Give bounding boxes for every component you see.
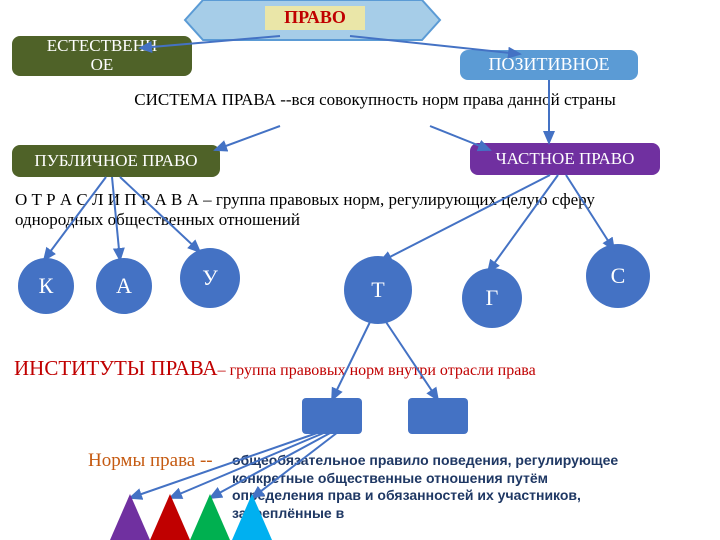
positive-law-label: ПОЗИТИВНОЕ bbox=[488, 55, 609, 75]
institutes-prefix: ИНСТИТУТЫ ПРАВА bbox=[14, 356, 218, 380]
system-text: СИСТЕМА ПРАВА --вся совокупность норм пр… bbox=[110, 90, 640, 110]
private-law-label: ЧАСТНОЕ ПРАВО bbox=[496, 150, 635, 169]
norm-triangle-2 bbox=[190, 494, 230, 540]
norm-triangle-0 bbox=[110, 494, 150, 540]
public-law-box: ПУБЛИЧНОЕ ПРАВО bbox=[12, 145, 220, 177]
title-text: ПРАВО bbox=[284, 8, 346, 28]
arrow bbox=[215, 126, 280, 150]
institutes-suffix: – группа правовых норм внутри отрасли пр… bbox=[218, 362, 536, 379]
natural-law-label: ЕСТЕСТВЕНН ОЕ bbox=[47, 37, 158, 74]
norm-triangle-1 bbox=[150, 494, 190, 540]
institute-rect-1 bbox=[408, 398, 468, 434]
branch-circle-Т: Т bbox=[344, 256, 412, 324]
branch-circle-С: С bbox=[586, 244, 650, 308]
branches-text: О Т Р А С Л И П Р А В А – группа правовы… bbox=[15, 190, 635, 231]
branch-circle-К: К bbox=[18, 258, 74, 314]
branch-circle-Г: Г bbox=[462, 268, 522, 328]
institutes-text: ИНСТИТУТЫ ПРАВА– группа правовых норм вн… bbox=[14, 356, 536, 381]
norms-label: Нормы права -- bbox=[88, 450, 213, 472]
public-law-label: ПУБЛИЧНОЕ ПРАВО bbox=[34, 152, 197, 171]
title-box: ПРАВО bbox=[265, 6, 365, 30]
branch-circle-А: А bbox=[96, 258, 152, 314]
institute-rect-0 bbox=[302, 398, 362, 434]
positive-law-box: ПОЗИТИВНОЕ bbox=[460, 50, 638, 80]
private-law-box: ЧАСТНОЕ ПРАВО bbox=[470, 143, 660, 175]
branch-circle-У: У bbox=[180, 248, 240, 308]
natural-law-box: ЕСТЕСТВЕНН ОЕ bbox=[12, 36, 192, 76]
norms-definition: общеобязательное правило поведения, регу… bbox=[232, 452, 632, 522]
